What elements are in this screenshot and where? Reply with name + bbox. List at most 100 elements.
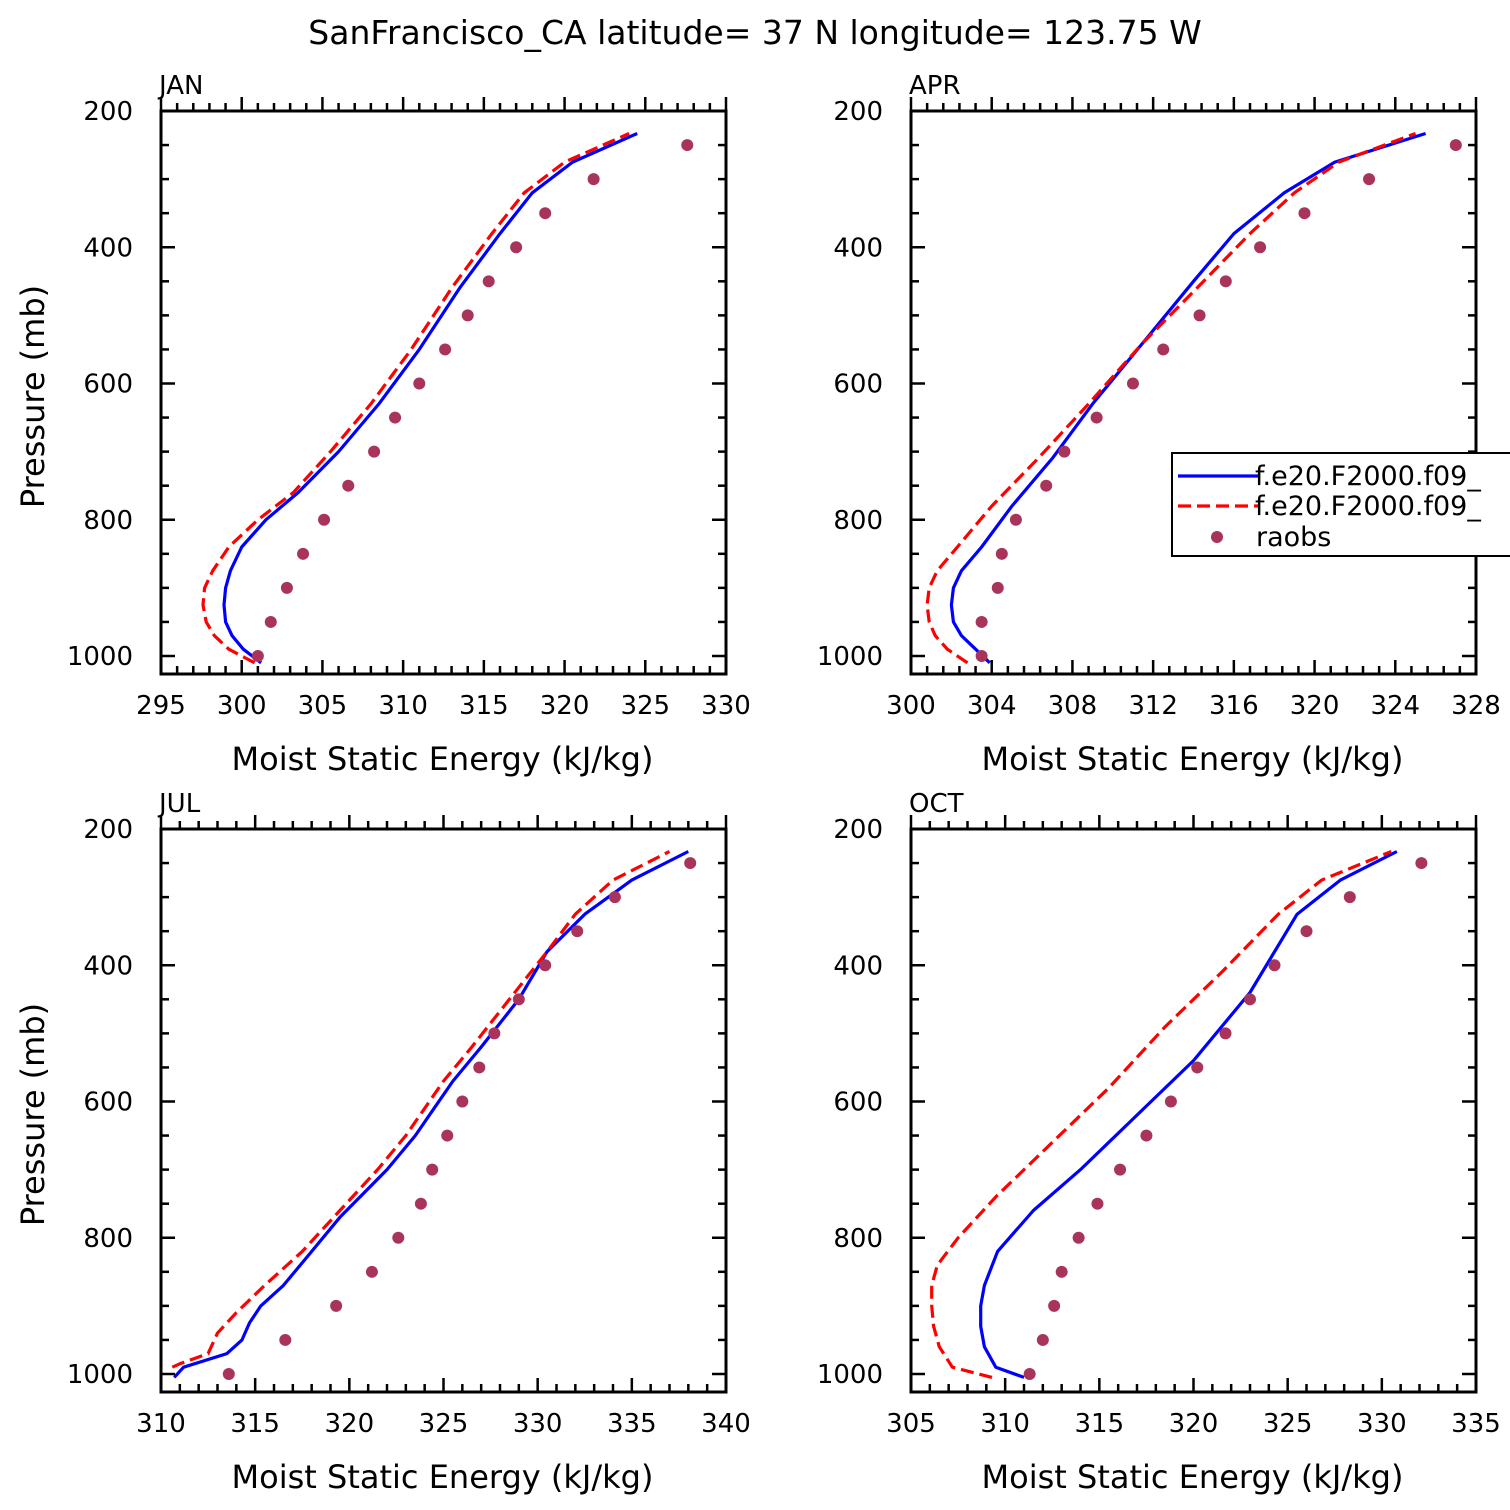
- raobs-point: [991, 581, 1004, 594]
- series-line-dashed: [930, 850, 1392, 1379]
- y-tick-label: 400: [83, 951, 133, 981]
- raobs-point: [414, 1197, 427, 1210]
- x-tick-label: 325: [1263, 1409, 1313, 1439]
- raobs-point: [441, 1129, 454, 1142]
- panel-oct: 305 310 315 320 325 330 335 200 400 600 800 1000 OCT…: [817, 789, 1501, 1496]
- raobs-point: [1363, 173, 1376, 186]
- series-line-dashed: [171, 850, 671, 1369]
- legend-label: f.e20.F2000.f09_: [1255, 461, 1481, 492]
- raobs-point: [456, 1095, 469, 1108]
- y-tick-label: 600: [833, 370, 883, 400]
- panel-label: JUL: [157, 789, 201, 819]
- plot-frame: [159, 109, 728, 676]
- x-tick-label: 320: [540, 691, 590, 721]
- x-tick-label: 295: [136, 691, 186, 721]
- y-axis-label: Pressure (mb): [14, 1003, 52, 1226]
- raobs-point: [1219, 1027, 1232, 1040]
- x-tick-label: 335: [607, 1409, 657, 1439]
- series-line-solid: [222, 132, 638, 665]
- x-tick-label: 316: [1209, 691, 1259, 721]
- y-tick-label: 200: [83, 97, 133, 127]
- y-tick-label: 1000: [67, 642, 133, 672]
- x-tick-label: 315: [230, 1409, 280, 1439]
- raobs-point: [1058, 445, 1071, 458]
- raobs-point: [1415, 857, 1428, 870]
- raobs-point: [684, 857, 697, 870]
- x-tick-label: 324: [1370, 691, 1420, 721]
- raobs-point: [1193, 309, 1206, 322]
- raobs-point: [413, 377, 426, 390]
- raobs-point: [297, 547, 310, 560]
- raobs-point: [1114, 1163, 1127, 1176]
- y-tick-label: 600: [83, 370, 133, 400]
- raobs-point: [510, 241, 523, 254]
- raobs-point: [1298, 207, 1311, 220]
- raobs-point: [1072, 1231, 1085, 1244]
- x-tick-label: 325: [419, 1409, 469, 1439]
- x-tick-label: 325: [620, 691, 670, 721]
- y-tick-label: 1000: [817, 642, 883, 672]
- raobs-point: [975, 650, 988, 662]
- series-line-dashed: [201, 132, 630, 665]
- x-tick-label: 330: [513, 1409, 563, 1439]
- y-axis-label: Pressure (mb): [14, 285, 52, 508]
- x-tick-label: 305: [298, 691, 348, 721]
- figure-title: SanFrancisco_CA latitude= 37 N longitude…: [308, 13, 1201, 52]
- raobs-point: [280, 581, 293, 594]
- raobs-point: [439, 343, 452, 356]
- x-tick-label: 310: [980, 1409, 1030, 1439]
- raobs-point: [473, 1061, 486, 1074]
- panel-label: APR: [909, 71, 961, 101]
- series-line-solid: [173, 850, 690, 1379]
- raobs-point: [222, 1368, 235, 1380]
- panel-apr: 300 304 308 312 316 320 324 328 200 400 600 800 1000…: [817, 71, 1501, 778]
- x-tick-label: 330: [1357, 1409, 1407, 1439]
- panel-label: JAN: [157, 71, 203, 101]
- x-tick-label: 335: [1451, 1409, 1501, 1439]
- y-tick-label: 400: [83, 233, 133, 263]
- raobs-point: [365, 1265, 378, 1278]
- y-tick-label: 400: [833, 951, 883, 981]
- x-tick-label: 340: [701, 1409, 751, 1439]
- y-tick-label: 600: [833, 1088, 883, 1118]
- raobs-point: [426, 1163, 439, 1176]
- x-tick-label: 315: [459, 691, 509, 721]
- raobs-point: [1219, 275, 1232, 288]
- raobs-point: [368, 445, 381, 458]
- raobs-point: [608, 891, 621, 904]
- raobs-point: [488, 1027, 501, 1040]
- raobs-point: [681, 139, 694, 152]
- y-tick-label: 800: [83, 1224, 133, 1254]
- legend-marker-dot: [1211, 531, 1223, 543]
- legend-label: raobs: [1256, 522, 1331, 553]
- raobs-point: [1343, 891, 1356, 904]
- y-tick-label: 200: [833, 815, 883, 845]
- x-axis-label: Moist Static Energy (kJ/kg): [232, 740, 654, 778]
- raobs-point: [995, 547, 1008, 560]
- raobs-point: [1254, 241, 1267, 254]
- panel-jan: 295 300 305 310 315 320 325 330 200 400 600 800 1000…: [14, 71, 751, 778]
- raobs-point: [1140, 1129, 1153, 1142]
- y-tick-label: 1000: [817, 1360, 883, 1390]
- raobs-point: [264, 615, 277, 628]
- x-tick-label: 315: [1075, 1409, 1125, 1439]
- y-tick-label: 200: [833, 97, 883, 127]
- raobs-point: [1244, 993, 1256, 1006]
- x-tick-label: 330: [701, 691, 751, 721]
- x-tick-label: 308: [1048, 691, 1098, 721]
- y-tick-label: 800: [833, 1224, 883, 1254]
- raobs-point: [1009, 513, 1022, 526]
- x-tick-label: 320: [1169, 1409, 1219, 1439]
- x-tick-label: 304: [967, 691, 1017, 721]
- plot-frame: [909, 827, 1478, 1394]
- raobs-point: [1048, 1299, 1061, 1312]
- legend-label: f.e20.F2000.f09_: [1255, 491, 1481, 522]
- raobs-point: [975, 615, 988, 628]
- raobs-point: [1040, 479, 1053, 492]
- plot-frame: [159, 827, 728, 1394]
- series-line-solid: [949, 131, 1427, 664]
- series-line-solid: [979, 850, 1398, 1379]
- raobs-point: [279, 1333, 292, 1346]
- plot-frame: [909, 109, 1478, 676]
